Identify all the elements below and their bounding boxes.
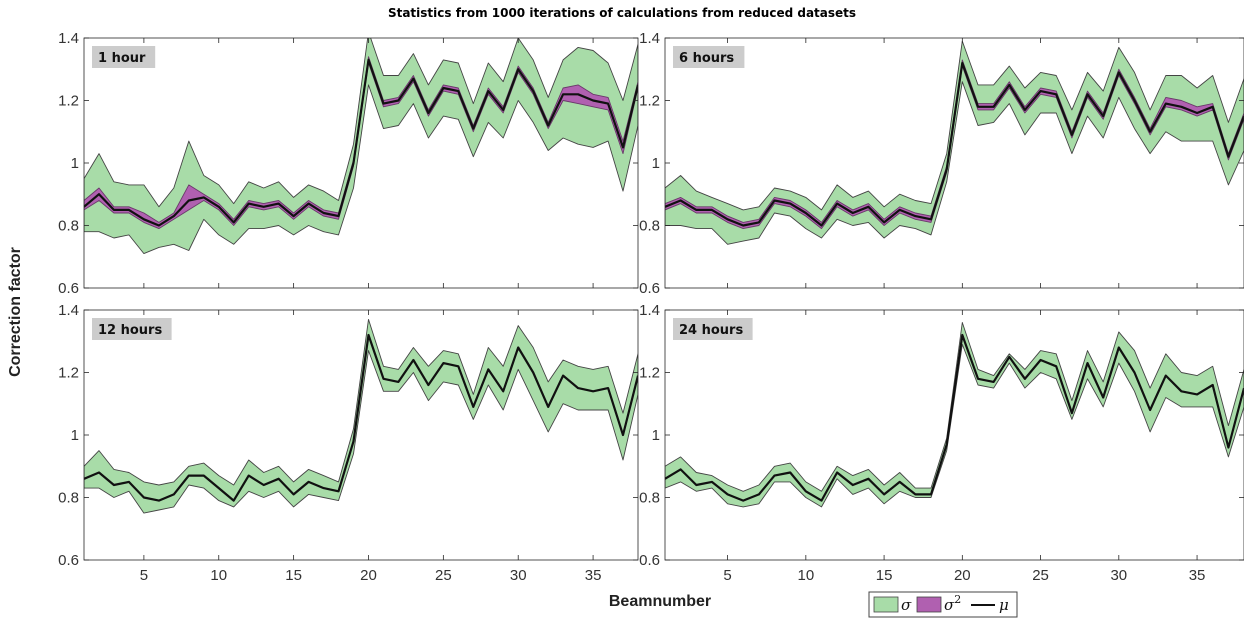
y-tick-label: 0.8 [58,490,79,507]
plot-area-background [665,310,1244,560]
x-tick-label: 10 [797,567,814,584]
plot-area-background [665,38,1244,288]
x-axis-label: Beamnumber [609,593,711,610]
x-tick-label: 35 [1189,567,1206,584]
plot-area [84,318,638,514]
chart-title: Statistics from 1000 iterations of calcu… [388,6,856,20]
plot-area-background [84,38,638,288]
legend-sigma2-base: σ [944,596,955,614]
x-tick-label: 15 [876,567,893,584]
x-tick-label: 20 [360,567,377,584]
sigma-band [84,38,638,255]
x-tick-label: 30 [1110,567,1127,584]
plot-area [665,40,1244,245]
sigma-band [665,322,1244,508]
x-tick-label: 5 [140,567,148,584]
legend: σ σ2 μ [868,591,1018,618]
mean-line [84,58,638,227]
y-tick-label: 1 [71,427,79,444]
legend-sigma2-exp: 2 [954,593,961,606]
x-tick-label: 10 [210,567,227,584]
y-tick-label: 1.2 [639,365,660,382]
y-tick-label: 1.2 [639,93,660,110]
panel-24-hours: 0.6 0.8 1 1.2 1.4 5 10 15 20 25 30 35 24 hours [639,302,1244,584]
x-tick-label: 25 [1032,567,1049,584]
legend-swatch-sigma [873,596,899,613]
y-tick-label: 1.2 [58,93,79,110]
legend-label-sigma2: σ2 [944,593,961,614]
sigma2-band [84,56,638,230]
y-tick-label: 1 [652,155,660,172]
y-tick-label: 1.4 [58,302,79,319]
plot-area-background [84,310,638,560]
sigma-band [84,318,638,514]
panel-6-hours: 0.6 0.8 1 1.2 1.4 6 hours [639,30,1244,297]
legend-label-mu: μ [999,596,1009,614]
y-tick-label: 0.8 [639,218,660,235]
y-tick-label: 0.6 [58,280,79,297]
panel-label: 24 hours [679,323,743,338]
y-tick-label: 0.6 [639,552,660,569]
y-tick-label: 1 [652,427,660,444]
sigma2-band [665,59,1244,230]
panel-label-background [673,318,753,340]
legend-label-sigma: σ [901,596,912,614]
y-tick-label: 0.8 [639,490,660,507]
mean-line [84,333,638,502]
mean-line [665,333,1244,502]
plot-area [84,38,638,255]
x-tick-label: 35 [585,567,602,584]
y-tick-label: 0.8 [58,218,79,235]
mean-line [665,61,1244,227]
plot-area [665,322,1244,508]
panel-label-background [92,318,172,340]
y-tick-label: 1.4 [58,30,79,47]
x-tick-label: 30 [510,567,527,584]
y-tick-label: 0.6 [639,280,660,297]
x-tick-label: 15 [285,567,302,584]
panel-label: 6 hours [679,51,734,66]
panel-label-background [673,46,745,68]
legend-swatch-sigma2 [916,596,942,613]
y-tick-label: 1 [71,155,79,172]
panel-label: 12 hours [98,323,162,338]
y-tick-label: 0.6 [58,552,79,569]
y-axis-label: Correction factor [7,247,24,377]
panel-1-hour: 0.6 0.8 1 1.2 1.4 1 hour [58,30,639,297]
x-tick-label: 5 [723,567,731,584]
sigma-band [665,40,1244,245]
x-tick-label: 25 [435,567,452,584]
panel-label-background [92,46,156,68]
y-tick-label: 1.2 [58,365,79,382]
y-tick-label: 1.4 [639,302,660,319]
y-tick-label: 1.4 [639,30,660,47]
panel-label: 1 hour [98,51,146,66]
panel-12-hours: 0.6 0.8 1 1.2 1.4 5 10 15 20 25 30 35 12 hours [58,302,639,584]
x-tick-label: 20 [954,567,971,584]
